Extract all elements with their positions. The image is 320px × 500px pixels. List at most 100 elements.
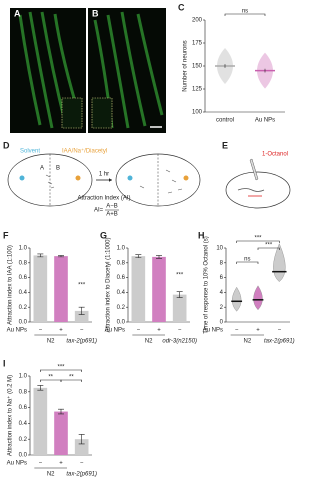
arrow-head — [109, 178, 112, 182]
y-axis-label: Number of neurons — [183, 40, 189, 91]
x-tick-label: − — [80, 328, 84, 334]
y-tick-label: 0.8 — [19, 389, 28, 395]
bar — [33, 255, 48, 322]
worms — [45, 169, 183, 194]
significance: *** — [78, 283, 86, 289]
x-tick-label: − — [278, 328, 282, 334]
y-tick-label: 0.6 — [19, 275, 28, 281]
x-tick-label: − — [80, 461, 84, 467]
y-tick-label: 0.2 — [19, 305, 28, 311]
bar — [33, 387, 48, 455]
label: AI= — [94, 208, 104, 214]
label: A — [40, 166, 44, 172]
plate — [225, 171, 291, 209]
y-tick-label: 175 — [192, 41, 203, 47]
y-tick-label: 1.0 — [19, 246, 28, 252]
violin — [253, 285, 263, 311]
x-tick-label: + — [157, 328, 161, 334]
significance: ** — [69, 375, 74, 381]
group-label: tax-2(p691) — [66, 339, 97, 345]
error-bar — [135, 254, 142, 258]
panel-letter: H — [198, 230, 205, 240]
y-tick-label: 4 — [220, 290, 224, 296]
panel-letter: E — [222, 140, 228, 150]
significance: *** — [57, 365, 65, 371]
row-label: Au NPs — [7, 328, 27, 334]
error-bar — [58, 408, 64, 415]
y-tick-label: 200 — [192, 18, 203, 24]
bar — [74, 310, 89, 322]
y-tick-label: 0.0 — [19, 453, 28, 459]
label: B — [56, 166, 60, 172]
y-tick-label: 0.2 — [19, 437, 28, 443]
x-tick-label: + — [59, 328, 63, 334]
y-tick-label: 0.6 — [19, 405, 28, 411]
error-bar — [78, 306, 85, 315]
pipette — [249, 158, 259, 181]
y-tick-label: 1.0 — [117, 246, 126, 252]
error-bar — [176, 291, 183, 298]
violin — [231, 286, 242, 312]
y-tick-label: 100 — [192, 110, 203, 116]
x-tick-label: − — [39, 461, 43, 467]
figure: A B C D E F G H I Solvent IAA/Na⁺/Diacet… — [3, 2, 295, 478]
panel-letter: D — [3, 140, 10, 150]
bracket — [257, 247, 280, 250]
error-bar — [78, 434, 85, 445]
bracket — [40, 369, 82, 372]
label: 1-Octanol — [262, 152, 288, 158]
panel-letter: C — [178, 2, 185, 12]
row-label: Au NPs — [203, 328, 223, 334]
error-bar — [58, 255, 64, 258]
group-label: N2 — [243, 339, 251, 345]
significance: ns — [244, 257, 250, 263]
x-tick-label: − — [178, 328, 182, 334]
bracket — [60, 379, 82, 382]
error-bar — [37, 253, 44, 258]
row-label: Au NPs — [105, 328, 125, 334]
bar — [152, 256, 166, 322]
worm — [237, 188, 265, 192]
group-label: tax-2(p691) — [66, 472, 97, 478]
label: A+B — [106, 212, 118, 218]
x-tick-label: − — [137, 328, 141, 334]
solvent-spot — [19, 175, 25, 181]
y-tick-label: 0.8 — [19, 260, 28, 266]
y-tick-label: 150 — [192, 64, 203, 70]
y-tick-label: 0.4 — [19, 421, 28, 427]
solvent-spot — [127, 175, 133, 181]
x-tick-label: control — [216, 118, 234, 124]
y-tick-label: 0.2 — [117, 305, 126, 311]
bar — [131, 256, 146, 322]
significance: ns — [242, 9, 248, 15]
y-tick-label: 125 — [192, 87, 203, 93]
error-bar — [37, 385, 44, 391]
attractant-spot — [75, 175, 81, 181]
attractant-spot — [183, 175, 189, 181]
bar — [172, 294, 187, 322]
bracket — [236, 240, 280, 243]
bracket — [224, 13, 266, 16]
x-tick-label: − — [235, 328, 239, 334]
y-axis-label: Attraction index to Diacetyl (1:1000) — [106, 237, 112, 332]
group-label: N2 — [145, 339, 153, 345]
panel-letter: F — [3, 230, 9, 240]
label: Solvent — [20, 149, 40, 155]
bracket — [236, 261, 259, 264]
error-bar — [156, 255, 162, 259]
y-axis-label: Time of response to 10% Octanol (s) — [204, 236, 210, 334]
inset-b — [91, 97, 113, 129]
panel-letter: G — [100, 230, 107, 240]
y-axis-label: Attraction index to IAA (1:100) — [8, 245, 14, 325]
y-tick-label: 6 — [220, 275, 224, 281]
y-tick-label: 8 — [220, 260, 224, 266]
x-tick-label: + — [256, 328, 260, 334]
y-tick-label: 0.4 — [117, 290, 126, 296]
y-tick-label: 0.0 — [19, 320, 28, 326]
label: 1 hr — [99, 172, 109, 178]
y-tick-label: 0.8 — [117, 260, 126, 266]
y-tick-label: 0.6 — [117, 275, 126, 281]
panel-letter: B — [92, 8, 99, 18]
y-tick-label: 2 — [220, 305, 224, 311]
bar — [74, 439, 89, 455]
